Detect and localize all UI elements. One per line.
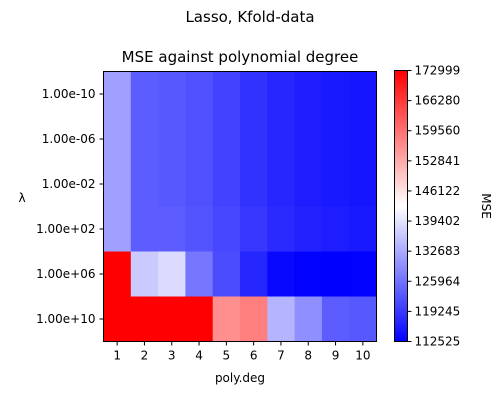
heatmap-cell	[267, 71, 295, 117]
y-tick-label: 1.00e-10	[42, 87, 96, 101]
heatmap-cell	[212, 161, 241, 207]
heatmap-cell	[294, 206, 323, 252]
colorbar-tick-label: 172999	[415, 64, 461, 78]
heatmap-frame	[103, 71, 377, 342]
x-tick-label: 7	[277, 349, 285, 363]
heatmap-cell	[267, 251, 295, 297]
heatmap-cell	[212, 116, 241, 162]
heatmap-cell	[158, 161, 186, 207]
colorbar-tick-label: 119245	[415, 304, 461, 318]
heatmap-cell	[185, 251, 214, 297]
heatmap-cell	[185, 296, 214, 342]
colorbar-tick-label: 146122	[415, 184, 461, 198]
x-tick-label: 5	[223, 349, 231, 363]
heatmap-cell	[130, 251, 159, 297]
heatmap-cell	[103, 296, 132, 342]
colorbar-tick-label: 132683	[415, 244, 461, 258]
heatmap-cell	[267, 116, 295, 162]
heatmap-cell	[240, 116, 268, 162]
heatmap-cell	[349, 251, 377, 297]
x-axis-ticks: 1 2 3 4 5 6 7 8 9 10	[113, 341, 370, 363]
heatmap-cell	[158, 116, 186, 162]
heatmap-cell	[294, 71, 323, 117]
heatmap-cell	[158, 206, 186, 252]
heatmap-cell	[240, 296, 268, 342]
colorbar-tick-label: 152841	[415, 154, 461, 168]
colorbar-tick-label: 112525	[415, 335, 461, 349]
colorbar-tick-label: 159560	[415, 124, 461, 138]
heatmap-cell	[294, 116, 323, 162]
heatmap-cell	[240, 161, 268, 207]
heatmap-cell	[103, 116, 132, 162]
heatmap-cell	[103, 71, 132, 117]
heatmap-cell	[158, 71, 186, 117]
heatmap-cell	[349, 161, 377, 207]
x-tick-label: 8	[304, 349, 312, 363]
x-tick-label: 10	[355, 349, 370, 363]
heatmap-cell	[294, 161, 323, 207]
heatmap-cell	[294, 251, 323, 297]
colorbar-tick-label: 125964	[415, 274, 461, 288]
heatmap-cell	[130, 116, 159, 162]
heatmap-cell	[349, 296, 377, 342]
heatmap-cell	[185, 161, 214, 207]
heatmap-cell	[212, 296, 241, 342]
colorbar-ticks: 172999 166280 159560 152841 146122 139402 1326…	[407, 64, 461, 349]
x-tick-label: 1	[113, 349, 121, 363]
heatmap-cell	[349, 206, 377, 252]
heatmap-cell	[212, 251, 241, 297]
heatmap-cell	[267, 161, 295, 207]
heatmap-cell	[240, 251, 268, 297]
y-axis-ticks: 1.00e-10 1.00e-06 1.00e-02 1.00e+02 1.00e+06…	[36, 87, 104, 326]
heatmap-cell	[321, 296, 350, 342]
y-tick-label: 1.00e-06	[42, 132, 96, 146]
heatmap-cell	[212, 206, 241, 252]
heatmap-cell	[130, 296, 159, 342]
heatmap-cell	[240, 206, 268, 252]
heatmap-cell	[321, 71, 350, 117]
x-axis-label: poly.deg	[215, 371, 265, 385]
heatmap-cell	[321, 116, 350, 162]
heatmap-cell	[267, 206, 295, 252]
heatmap-cell	[321, 206, 350, 252]
heatmap-cell	[103, 206, 132, 252]
heatmap-cell	[185, 206, 214, 252]
heatmap-cell	[130, 161, 159, 207]
heatmap-cells	[103, 71, 377, 342]
x-tick-label: 4	[195, 349, 203, 363]
heatmap-cell	[212, 71, 241, 117]
y-tick-label: 1.00e-02	[42, 177, 96, 191]
heatmap-cell	[321, 161, 350, 207]
heatmap-cell	[349, 116, 377, 162]
heatmap-cell	[321, 251, 350, 297]
heatmap-cell	[130, 206, 159, 252]
chart-title: MSE against polynomial degree	[122, 48, 359, 66]
colorbar-label: MSE	[479, 193, 493, 219]
x-tick-label: 3	[168, 349, 176, 363]
heatmap-cell	[185, 116, 214, 162]
heatmap-cell	[130, 71, 159, 117]
colorbar-tick-label: 166280	[415, 94, 461, 108]
y-tick-label: 1.00e+10	[36, 312, 95, 326]
y-tick-label: 1.00e+02	[36, 222, 95, 236]
heatmap-cell	[103, 251, 132, 297]
x-tick-label: 6	[250, 349, 258, 363]
colorbar	[394, 70, 408, 342]
heatmap-cell	[294, 296, 323, 342]
y-tick-label: 1.00e+06	[36, 267, 95, 281]
heatmap-cell	[267, 296, 295, 342]
heatmap-cell	[158, 251, 186, 297]
heatmap-cell	[240, 71, 268, 117]
colorbar-tick-label: 139402	[415, 214, 461, 228]
heatmap-cell	[103, 161, 132, 207]
y-axis-label: λ	[18, 191, 25, 205]
heatmap-cell	[349, 71, 377, 117]
figure-suptitle: Lasso, Kfold-data	[185, 8, 314, 26]
heatmap-cell	[158, 296, 186, 342]
x-tick-label: 9	[332, 349, 340, 363]
heatmap-cell	[185, 71, 214, 117]
x-tick-label: 2	[141, 349, 149, 363]
